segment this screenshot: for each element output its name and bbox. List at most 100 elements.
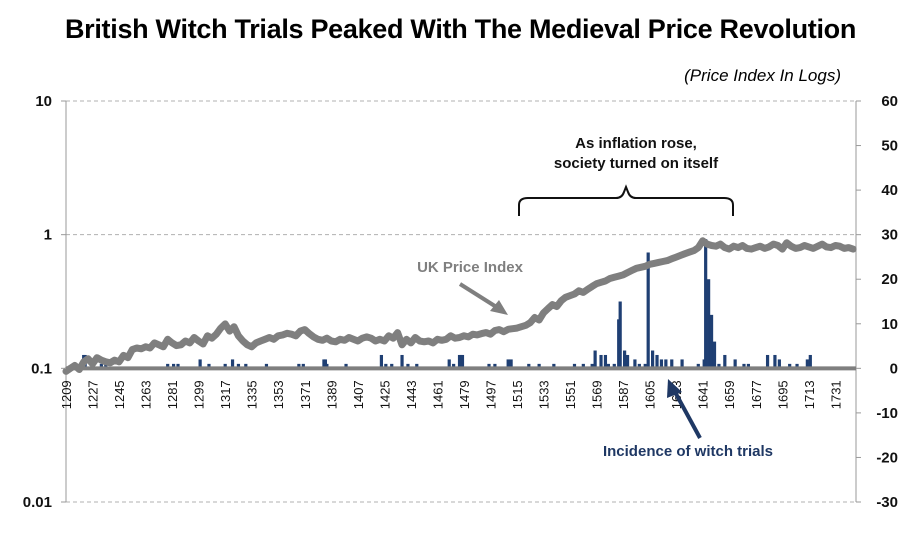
- witch-trial-bar: [415, 363, 419, 369]
- witch-trial-bar: [379, 354, 384, 369]
- right-tick-label: 60: [881, 93, 898, 110]
- witch-trial-bar: [301, 363, 305, 369]
- witch-trial-bar: [704, 239, 708, 369]
- plot-frame: [65, 101, 857, 502]
- witch-trial-bar: [808, 354, 812, 369]
- witch-trial-bar: [805, 359, 809, 369]
- witch-trial-bar: [509, 359, 513, 369]
- witch-trial-bar: [99, 363, 103, 369]
- witch-trial-bar: [344, 363, 348, 369]
- witch-trial-bar: [581, 363, 585, 369]
- witch-trial-bar: [723, 354, 727, 369]
- left-tick-label: 0.1: [31, 360, 52, 377]
- right-tick-label: 20: [881, 271, 898, 288]
- witch-trials-label: Incidence of witch trials: [603, 443, 773, 460]
- x-tick-label: 1317: [218, 380, 233, 409]
- witch-trial-bar: [696, 363, 700, 369]
- x-tick-label: 1533: [537, 380, 552, 409]
- x-tick-label: 1659: [722, 380, 737, 409]
- x-tick-label: 1443: [404, 380, 419, 409]
- witch-trial-bar: [712, 341, 717, 369]
- right-tick-label: 30: [881, 227, 898, 244]
- price-index-label: UK Price Index: [417, 259, 524, 276]
- witch-trial-bar: [599, 354, 603, 369]
- witch-trial-bar: [788, 363, 792, 369]
- witch-trial-bar: [171, 363, 176, 369]
- x-tick-label: 1407: [351, 380, 366, 409]
- witch-trial-bar: [651, 350, 655, 369]
- witch-trial-bar: [664, 359, 668, 369]
- witch-trial-bar: [733, 359, 737, 369]
- witch-trial-bar: [606, 363, 610, 369]
- witch-trial-bars: [82, 239, 812, 369]
- witch-trial-bar: [742, 363, 746, 369]
- witch-trial-bar: [795, 363, 799, 369]
- witch-trial-bar: [746, 363, 751, 369]
- x-tick-label: 1713: [802, 380, 817, 409]
- witch-trial-bar: [709, 314, 714, 369]
- witch-trial-bar: [384, 363, 388, 369]
- x-tick-label: 1587: [616, 380, 631, 409]
- witch-trial-bar: [717, 363, 721, 369]
- chart-title: British Witch Trials Peaked With The Med…: [64, 14, 857, 44]
- witch-trial-bar: [264, 363, 269, 369]
- witch-trial-bar: [590, 363, 594, 369]
- witch-trial-bar: [460, 354, 465, 369]
- witch-label-arrow: [667, 379, 702, 439]
- x-tick-label: 1353: [271, 380, 286, 409]
- witch-trial-bar: [612, 363, 616, 369]
- x-tick-label: 1227: [86, 380, 101, 409]
- x-tick-label: 1551: [563, 380, 578, 409]
- right-tick-label: 40: [881, 182, 898, 199]
- witch-trial-bar: [765, 354, 770, 369]
- witch-trial-bar: [104, 363, 108, 369]
- price-index-line: [62, 237, 857, 375]
- x-tick-label: 1695: [775, 380, 790, 409]
- witch-trial-bar: [230, 359, 235, 369]
- witch-trial-bar: [236, 363, 241, 369]
- witch-trial-bar: [223, 363, 227, 369]
- witch-trial-bar: [643, 363, 647, 369]
- witch-trial-bar: [207, 363, 211, 369]
- witch-trial-bar: [537, 363, 541, 369]
- x-tick-label: 1389: [324, 380, 339, 409]
- witch-trial-bar: [646, 252, 650, 369]
- witch-trial-bar: [198, 359, 202, 369]
- x-tick-label: 1641: [696, 380, 711, 409]
- witch-trial-bar: [593, 350, 597, 369]
- witch-trial-bar: [493, 363, 497, 369]
- right-tick-label: -20: [876, 449, 898, 466]
- gridlines: [66, 100, 856, 503]
- x-axis-ticks: 1209 1227 1245 1263 1281 1299 1317 1335 1353 1371…: [59, 380, 843, 409]
- witch-trial-bar: [166, 363, 170, 369]
- right-tick-label: 50: [881, 138, 898, 155]
- inflation-annotation-line2: society turned on itself: [554, 155, 719, 172]
- witch-trial-bar: [176, 363, 180, 369]
- witch-trial-bar: [637, 363, 641, 369]
- x-tick-label: 1569: [590, 380, 605, 409]
- witch-trial-bar: [773, 354, 777, 369]
- x-tick-label: 1731: [828, 380, 843, 409]
- x-tick-label: 1299: [192, 380, 207, 409]
- x-tick-label: 1497: [484, 380, 499, 409]
- witch-trial-bar: [670, 359, 674, 369]
- right-tick-label: 0: [890, 360, 898, 377]
- x-tick-label: 1515: [510, 380, 525, 409]
- x-tick-label: 1461: [430, 380, 445, 409]
- witch-trial-bar: [572, 363, 577, 369]
- witch-trial-bar: [400, 354, 404, 369]
- witch-trial-bar: [406, 363, 410, 369]
- witch-trial-bar: [552, 363, 556, 369]
- witch-trial-bar: [297, 363, 301, 369]
- witch-trial-bar: [323, 359, 328, 369]
- witch-trial-bar: [447, 359, 451, 369]
- price-index-series: [62, 237, 857, 375]
- witch-trial-bar: [506, 359, 510, 369]
- witch-trial-bar: [633, 359, 637, 369]
- x-tick-label: 1245: [112, 380, 127, 409]
- x-tick-label: 1425: [377, 380, 392, 409]
- witch-trial-bar: [527, 363, 531, 369]
- witch-trial-bar: [618, 301, 622, 369]
- right-tick-label: -30: [876, 494, 898, 511]
- witch-trial-bar: [390, 363, 394, 369]
